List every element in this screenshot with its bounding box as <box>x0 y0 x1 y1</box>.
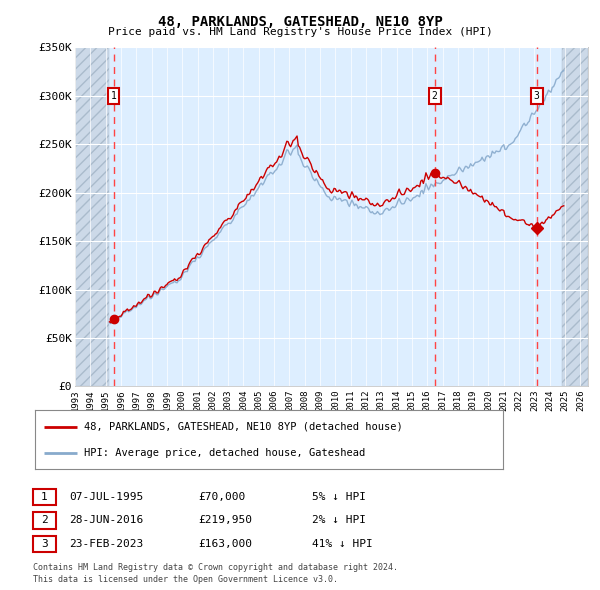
Text: 2% ↓ HPI: 2% ↓ HPI <box>312 516 366 525</box>
Text: 3: 3 <box>41 539 48 549</box>
Text: 1: 1 <box>41 492 48 502</box>
Text: 3: 3 <box>534 91 539 101</box>
Text: 41% ↓ HPI: 41% ↓ HPI <box>312 539 373 549</box>
Bar <box>75 47 109 386</box>
Text: 28-JUN-2016: 28-JUN-2016 <box>69 516 143 525</box>
Text: HPI: Average price, detached house, Gateshead: HPI: Average price, detached house, Gate… <box>84 448 365 457</box>
Text: 23-FEB-2023: 23-FEB-2023 <box>69 539 143 549</box>
Text: 07-JUL-1995: 07-JUL-1995 <box>69 492 143 502</box>
Text: 5% ↓ HPI: 5% ↓ HPI <box>312 492 366 502</box>
Bar <box>562 47 588 386</box>
Text: 48, PARKLANDS, GATESHEAD, NE10 8YP: 48, PARKLANDS, GATESHEAD, NE10 8YP <box>158 15 442 29</box>
Text: Price paid vs. HM Land Registry's House Price Index (HPI): Price paid vs. HM Land Registry's House … <box>107 27 493 37</box>
Text: 2: 2 <box>432 91 437 101</box>
Text: £219,950: £219,950 <box>198 516 252 525</box>
Text: 1: 1 <box>110 91 116 101</box>
Text: £163,000: £163,000 <box>198 539 252 549</box>
Text: Contains HM Land Registry data © Crown copyright and database right 2024.: Contains HM Land Registry data © Crown c… <box>33 563 398 572</box>
Text: £70,000: £70,000 <box>198 492 245 502</box>
Text: 48, PARKLANDS, GATESHEAD, NE10 8YP (detached house): 48, PARKLANDS, GATESHEAD, NE10 8YP (deta… <box>84 422 403 431</box>
Text: This data is licensed under the Open Government Licence v3.0.: This data is licensed under the Open Gov… <box>33 575 338 584</box>
Text: 2: 2 <box>41 516 48 525</box>
